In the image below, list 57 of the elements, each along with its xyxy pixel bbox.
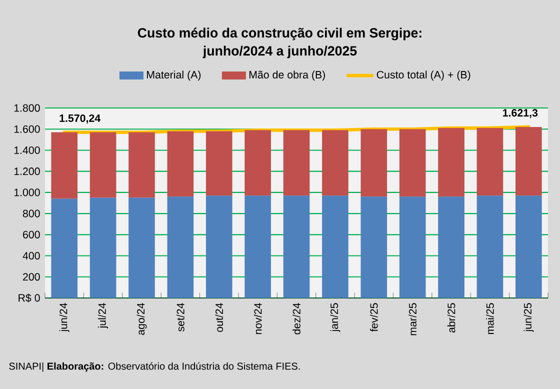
bar — [128, 198, 155, 298]
bar — [167, 131, 194, 197]
y-tick-label: 600 — [23, 230, 40, 238]
y-tick-label: 400 — [22, 252, 40, 260]
y-tick-label: 200 — [23, 273, 40, 281]
bar — [360, 129, 388, 197]
x-tick-label: fev/25 — [370, 303, 378, 332]
x-tick-label: set/24 — [176, 303, 184, 332]
bar — [516, 196, 542, 298]
bar — [516, 127, 542, 196]
legend-label: Custo total (A) + (B) — [376, 70, 470, 81]
y-tick-label: 1.800 — [14, 104, 40, 112]
y-tick-label: 1.200 — [14, 168, 40, 176]
y-tick-label: R$ 0 — [18, 294, 40, 302]
bar — [322, 130, 348, 196]
legend-label: Material (A) — [147, 70, 201, 81]
chart-title: Custo médio da construção civil em Sergipe: — [138, 28, 422, 40]
bar — [476, 128, 504, 196]
bar — [90, 132, 116, 198]
bar — [90, 198, 116, 298]
bar — [360, 196, 388, 298]
x-tick-label: out/24 — [215, 303, 224, 332]
x-tick-label: abr/25 — [447, 303, 456, 332]
data-label: 1.570,24 — [60, 114, 101, 124]
legend-label: Mão de obra (B) — [249, 70, 325, 81]
y-tick-label: 1.600 — [14, 125, 40, 133]
x-tick-label: nov/24 — [254, 303, 262, 334]
data-label: 1.621,3 — [503, 109, 538, 118]
bar — [399, 129, 426, 197]
bar — [476, 196, 504, 298]
bar — [438, 128, 464, 197]
bar — [399, 196, 426, 298]
text: SINAPI| Elaboração: Observatório da Indústria do Sistema FIES. — [9, 362, 300, 372]
x-tick-label: mar/25 — [408, 303, 416, 336]
x-tick-label: mai/25 — [486, 303, 494, 334]
bar — [283, 196, 310, 298]
x-tick-label: jun/25 — [524, 303, 534, 332]
bar — [167, 196, 194, 298]
x-tick-label: jul/24 — [98, 303, 108, 328]
bar — [244, 196, 271, 298]
x-tick-label: jan/25 — [330, 303, 340, 332]
bar — [206, 196, 232, 298]
bar — [51, 132, 78, 199]
y-tick-label: 800 — [22, 210, 40, 218]
chart-subtitle: junho/2024 a junho/2025 — [202, 46, 357, 58]
y-tick-label: 1.400 — [14, 146, 40, 154]
bar — [283, 130, 310, 196]
bar — [438, 196, 464, 298]
bar — [244, 130, 271, 196]
x-tick-label: dez/24 — [292, 303, 300, 334]
x-tick-label: ago/24 — [136, 303, 147, 335]
bar — [128, 132, 155, 198]
bar — [322, 196, 348, 298]
bar — [51, 198, 78, 298]
bar — [206, 131, 232, 196]
x-tick-label: jun/24 — [59, 303, 70, 332]
y-tick-label: 1.000 — [14, 188, 40, 196]
